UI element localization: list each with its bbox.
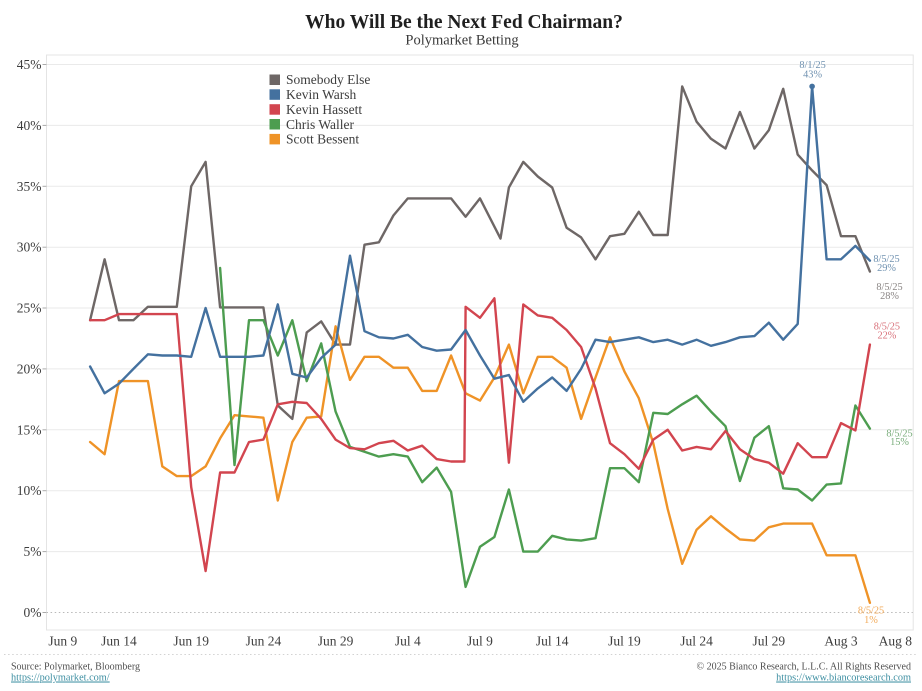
svg-text:Jul 14: Jul 14 (536, 634, 569, 649)
svg-text:1%: 1% (864, 615, 878, 626)
svg-text:Jun 24: Jun 24 (246, 634, 282, 649)
svg-text:© 2025 Bianco Research, L.L.C.: © 2025 Bianco Research, L.L.C. All Right… (696, 662, 911, 673)
svg-text:Jun 29: Jun 29 (318, 634, 354, 649)
svg-text:10%: 10% (17, 483, 42, 498)
svg-text:Source: Polymarket, Bloomberg: Source: Polymarket, Bloomberg (11, 662, 140, 673)
svg-text:0%: 0% (24, 605, 42, 620)
svg-text:29%: 29% (877, 263, 896, 274)
svg-text:Scott Bessent: Scott Bessent (286, 132, 359, 147)
svg-text:8/5/25: 8/5/25 (876, 282, 902, 293)
svg-text:Who Will Be the Next Fed Chair: Who Will Be the Next Fed Chairman? (305, 12, 623, 33)
svg-text:Aug 3: Aug 3 (824, 634, 858, 649)
svg-text:Jun 19: Jun 19 (173, 634, 209, 649)
svg-text:8/5/25: 8/5/25 (874, 322, 900, 333)
svg-text:Jun 14: Jun 14 (101, 634, 137, 649)
svg-text:Aug 8: Aug 8 (879, 634, 913, 649)
svg-text:https://polymarket.com/: https://polymarket.com/ (11, 673, 110, 684)
svg-text:15%: 15% (17, 422, 42, 437)
svg-text:25%: 25% (17, 301, 42, 316)
svg-text:8/1/25: 8/1/25 (799, 60, 825, 71)
svg-text:Jun 9: Jun 9 (48, 634, 77, 649)
svg-text:Somebody Else: Somebody Else (286, 72, 370, 87)
svg-text:Jul 24: Jul 24 (680, 634, 713, 649)
svg-text:35%: 35% (17, 179, 42, 194)
svg-text:8/5/25: 8/5/25 (873, 254, 899, 265)
svg-text:28%: 28% (880, 291, 899, 302)
svg-text:Kevin Hassett: Kevin Hassett (286, 102, 362, 117)
svg-text:30%: 30% (17, 240, 42, 255)
svg-text:Jul 19: Jul 19 (608, 634, 641, 649)
svg-text:Kevin Warsh: Kevin Warsh (286, 87, 357, 102)
svg-text:5%: 5% (24, 544, 42, 559)
svg-text:Jul 9: Jul 9 (467, 634, 493, 649)
svg-text:15%: 15% (890, 437, 909, 448)
svg-text:Jul 4: Jul 4 (395, 634, 421, 649)
svg-text:Jul 29: Jul 29 (752, 634, 785, 649)
svg-text:Polymarket Betting: Polymarket Betting (405, 33, 518, 49)
svg-text:8/5/25: 8/5/25 (858, 606, 884, 617)
svg-text:22%: 22% (877, 331, 896, 342)
svg-text:43%: 43% (803, 70, 822, 81)
svg-text:45%: 45% (17, 57, 42, 72)
svg-text:https://www.biancoresearch.com: https://www.biancoresearch.com (776, 673, 911, 684)
svg-text:Chris Waller: Chris Waller (286, 117, 355, 132)
svg-text:40%: 40% (17, 118, 42, 133)
svg-text:20%: 20% (17, 361, 42, 376)
svg-text:8/5/25: 8/5/25 (886, 429, 912, 440)
